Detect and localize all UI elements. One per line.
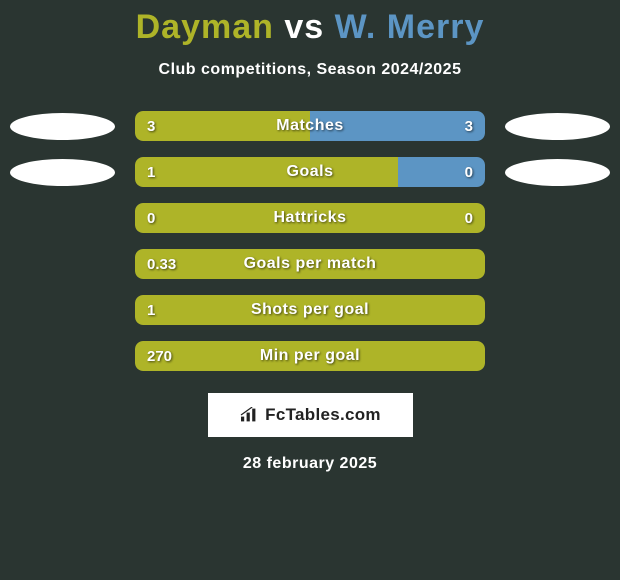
- spacer: [505, 297, 610, 324]
- spacer: [10, 205, 115, 232]
- stat-bar: 10Goals: [135, 157, 485, 187]
- stat-row: 0.33Goals per match: [10, 249, 610, 279]
- stat-row: 00Hattricks: [10, 203, 610, 233]
- stat-row: 1Shots per goal: [10, 295, 610, 325]
- stat-bar: 00Hattricks: [135, 203, 485, 233]
- logo-text: FcTables.com: [265, 405, 381, 425]
- stat-label: Goals: [135, 157, 485, 187]
- stat-label: Min per goal: [135, 341, 485, 371]
- spacer: [10, 251, 115, 278]
- date-text: 28 february 2025: [243, 455, 377, 473]
- stat-label: Hattricks: [135, 203, 485, 233]
- stat-bar: 1Shots per goal: [135, 295, 485, 325]
- subtitle: Club competitions, Season 2024/2025: [159, 61, 462, 79]
- player1-badge: [10, 159, 115, 186]
- stat-row: 33Matches: [10, 111, 610, 141]
- stat-row: 10Goals: [10, 157, 610, 187]
- player2-name: W. Merry: [335, 8, 485, 46]
- stat-label: Shots per goal: [135, 295, 485, 325]
- player2-badge: [505, 159, 610, 186]
- vs-text: vs: [284, 8, 324, 46]
- player1-badge: [10, 113, 115, 140]
- stat-bar: 33Matches: [135, 111, 485, 141]
- stat-bar: 0.33Goals per match: [135, 249, 485, 279]
- spacer: [10, 343, 115, 370]
- spacer: [505, 251, 610, 278]
- chart-icon: [239, 407, 259, 423]
- comparison-title: Dayman vs W. Merry: [136, 8, 485, 47]
- spacer: [505, 343, 610, 370]
- spacer: [505, 205, 610, 232]
- stats-rows: 33Matches 10Goals 00Hattricks 0.33Goals per…: [10, 111, 610, 371]
- stat-label: Goals per match: [135, 249, 485, 279]
- fctables-logo: FcTables.com: [208, 393, 413, 437]
- spacer: [10, 297, 115, 324]
- stat-label: Matches: [135, 111, 485, 141]
- stat-bar: 270Min per goal: [135, 341, 485, 371]
- player2-badge: [505, 113, 610, 140]
- stat-row: 270Min per goal: [10, 341, 610, 371]
- player1-name: Dayman: [136, 8, 274, 46]
